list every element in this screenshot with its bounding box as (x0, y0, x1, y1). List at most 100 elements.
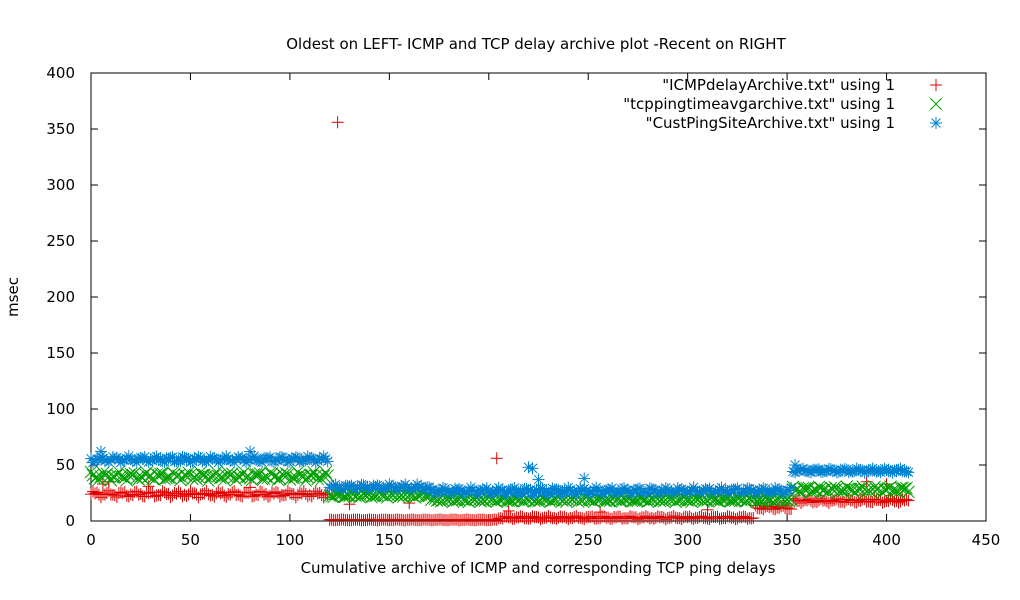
data-point (898, 482, 911, 496)
data-point (114, 469, 128, 483)
data-point-outlier (860, 475, 873, 488)
data-point (500, 494, 514, 508)
data-point-outlier (490, 452, 503, 465)
data-point (822, 484, 836, 498)
data-point (120, 473, 134, 487)
data-point-outlier (331, 116, 344, 129)
data-point (896, 481, 909, 495)
axis-ticks: 0 50 100 150 200 250 300 350 400 450 0 50 100 150 200 2… (46, 64, 1000, 549)
legend: "ICMPdelayArchive.txt" using 1"tcppingti… (623, 76, 943, 132)
data-point (900, 481, 913, 495)
data-point (846, 483, 860, 497)
data-point (878, 483, 891, 496)
data-point (90, 470, 104, 484)
x-tick-label: 0 (86, 531, 96, 549)
legend-label: "ICMPdelayArchive.txt" using 1 (662, 76, 895, 94)
data-point (785, 481, 798, 494)
data-point-outlier (94, 445, 107, 458)
legend-marker (930, 117, 942, 129)
data-point-outlier (526, 462, 539, 475)
data-point-outlier (532, 473, 545, 486)
data-point (317, 469, 331, 483)
data-point-outlier (594, 506, 607, 519)
data-point (178, 468, 191, 482)
data-point (289, 470, 303, 484)
data-point (321, 455, 334, 468)
y-tick-label: 0 (65, 512, 75, 530)
data-point (902, 466, 915, 479)
data-points (84, 116, 915, 527)
data-point (249, 468, 263, 481)
data-point (102, 470, 116, 484)
data-point (279, 466, 293, 480)
legend-label: "CustPingSiteArchive.txt" using 1 (646, 114, 895, 132)
data-point (217, 473, 231, 487)
data-point (100, 467, 114, 481)
legend-marker (930, 79, 942, 91)
x-tick-label: 350 (773, 531, 802, 549)
series-1-points (85, 116, 915, 527)
data-point-outlier (578, 472, 591, 485)
data-point (856, 480, 870, 493)
data-point (319, 466, 333, 479)
chart-title: Oldest on LEFT- ICMP and TCP delay archi… (286, 35, 786, 53)
data-point (158, 472, 171, 486)
data-point (778, 494, 792, 508)
data-point (860, 465, 873, 478)
data-point (902, 494, 915, 507)
y-axis-label: msec (4, 277, 22, 317)
x-tick-label: 200 (474, 531, 503, 549)
series-3-points (85, 445, 915, 500)
data-point (900, 493, 913, 506)
data-point (796, 481, 810, 495)
data-point (902, 485, 915, 499)
data-point-outlier (244, 445, 257, 458)
data-point (900, 465, 913, 478)
x-tick-label: 150 (375, 531, 404, 549)
data-point (806, 484, 820, 498)
data-point (864, 485, 877, 499)
data-point (124, 467, 138, 481)
data-point (476, 483, 489, 496)
data-point-outlier (244, 481, 257, 494)
y-tick-label: 400 (46, 64, 75, 82)
plot-frame (90, 72, 987, 522)
x-tick-label: 300 (673, 531, 702, 549)
data-point (824, 481, 838, 495)
data-point (281, 467, 295, 481)
x-tick-label: 450 (972, 531, 1001, 549)
data-point (307, 465, 321, 479)
data-point (154, 467, 167, 481)
data-point (303, 468, 317, 482)
data-point (200, 469, 213, 483)
data-point (305, 469, 319, 482)
data-point (894, 481, 907, 495)
data-point (842, 482, 856, 496)
x-axis-label: Cumulative archive of ICMP and correspon… (301, 559, 776, 577)
data-point (890, 484, 903, 498)
data-point (747, 511, 760, 524)
y-tick-label: 350 (46, 120, 75, 138)
y-tick-label: 250 (46, 232, 75, 250)
data-point (239, 470, 253, 484)
data-point (92, 473, 106, 487)
legend-marker (929, 97, 943, 111)
data-point (785, 503, 798, 516)
data-point (203, 470, 217, 484)
data-point (247, 467, 261, 481)
data-point (86, 468, 100, 482)
y-tick-label: 200 (46, 288, 75, 306)
data-point (150, 468, 163, 481)
data-point (180, 469, 193, 483)
y-tick-label: 100 (46, 400, 75, 418)
data-point-outlier (789, 459, 802, 471)
data-point (880, 464, 893, 477)
data-point (136, 471, 150, 485)
y-tick-label: 50 (56, 456, 75, 474)
data-point (876, 486, 889, 500)
data-point (745, 512, 758, 525)
data-point (321, 469, 335, 482)
x-tick-label: 100 (276, 531, 305, 549)
legend-label: "tcppingtimeavgarchive.txt" using 1 (623, 95, 895, 113)
